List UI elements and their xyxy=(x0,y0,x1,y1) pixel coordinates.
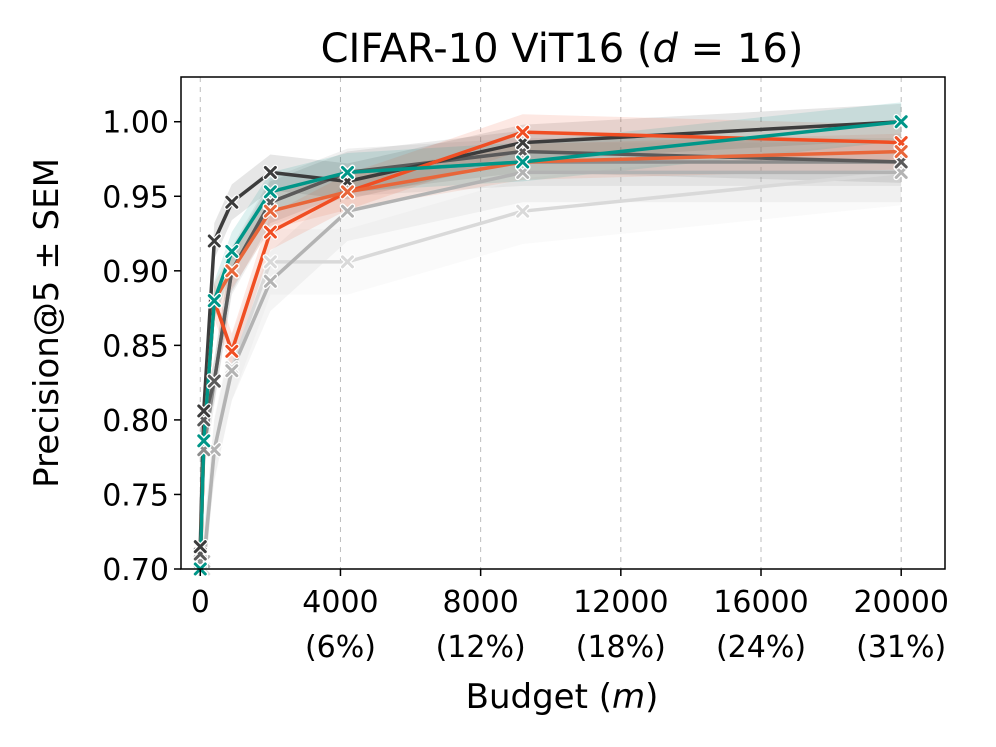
sem-band xyxy=(200,139,902,570)
x-axis-ticks: 0 4000 (6%) 8000 (12%) 12000 (18%) 16000 (24%) 20… xyxy=(191,569,949,665)
data-point-marker xyxy=(224,263,240,279)
x-tick-percent-label: (6%) xyxy=(305,630,376,665)
data-point-marker xyxy=(192,538,209,555)
y-tick-label: 1.00 xyxy=(102,106,169,141)
data-point-marker xyxy=(262,203,279,219)
data-point-marker xyxy=(262,164,279,181)
data-point-marker xyxy=(224,194,240,210)
data-point-marker xyxy=(514,154,531,170)
data-point-marker xyxy=(893,143,909,160)
x-tick-percent-label: (31%) xyxy=(856,630,946,665)
chart-title-main: CIFAR-10 ViT16 ( xyxy=(321,26,653,72)
y-axis-label: Precision@5 ± SEM xyxy=(27,158,67,488)
x-tick-percent-label: (18%) xyxy=(576,630,666,665)
data-point-marker xyxy=(893,113,909,130)
x-tick-label: 12000 xyxy=(573,585,668,620)
x-tick-percent-label: (12%) xyxy=(436,630,526,665)
data-point-marker xyxy=(262,184,279,200)
data-point-marker xyxy=(224,343,240,360)
x-tick-label: 16000 xyxy=(713,585,808,620)
x-axis-label-rest: ) xyxy=(645,677,658,717)
x-tick-label: 0 xyxy=(191,585,210,620)
data-point-marker xyxy=(206,292,223,309)
data-point-marker xyxy=(339,254,356,270)
x-tick-percent-label: (24%) xyxy=(716,630,806,665)
plot-area-frame xyxy=(180,76,946,570)
y-tick-label: 0.70 xyxy=(102,553,169,588)
data-point-marker xyxy=(224,362,240,379)
chart-title-variable: d xyxy=(653,26,679,72)
data-point-marker xyxy=(514,203,531,219)
y-tick-label: 0.90 xyxy=(102,255,169,290)
data-point-marker xyxy=(262,273,279,290)
y-tick-label: 0.75 xyxy=(102,478,169,513)
x-tick-label: 20000 xyxy=(853,585,948,620)
data-point-marker xyxy=(206,233,223,249)
series-markers xyxy=(192,113,909,577)
data-point-marker xyxy=(196,403,212,419)
x-axis-label-main: Budget ( xyxy=(466,677,612,717)
y-tick-label: 0.95 xyxy=(102,180,169,215)
data-point-marker xyxy=(206,373,223,389)
y-axis-ticks: 0.70 0.75 0.80 0.85 0.90 0.95 1.00 xyxy=(102,106,181,588)
x-axis-label-variable: m xyxy=(612,677,645,717)
data-point-marker xyxy=(262,254,279,270)
data-point-marker xyxy=(339,203,356,219)
chart-title: CIFAR-10 ViT16 (d = 16) xyxy=(321,26,804,72)
series-line xyxy=(198,119,902,547)
y-tick-label: 0.80 xyxy=(102,404,169,439)
y-tick-label: 0.85 xyxy=(102,329,169,364)
x-tick-label: 4000 xyxy=(302,585,378,620)
data-point-marker xyxy=(196,433,212,449)
chart-title-rest: = 16) xyxy=(678,26,803,72)
x-tick-label: 8000 xyxy=(442,585,518,620)
x-axis-label: Budget (m) xyxy=(466,677,659,717)
data-point-marker xyxy=(339,184,356,200)
data-point-marker xyxy=(262,224,279,240)
data-point-marker xyxy=(224,243,240,260)
sem-band xyxy=(200,130,902,569)
sem-band xyxy=(200,142,902,569)
data-point-marker xyxy=(514,124,531,140)
data-point-marker xyxy=(339,164,356,181)
